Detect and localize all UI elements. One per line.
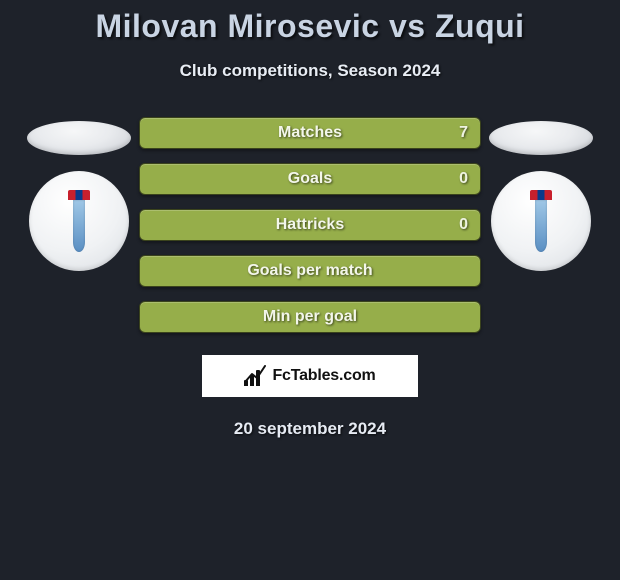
brand-text: FcTables.com — [272, 367, 375, 385]
footer-date: 20 september 2024 — [0, 419, 620, 439]
stat-row-matches: Matches 7 — [139, 117, 481, 149]
stats-column: Matches 7 Goals 0 Hattricks 0 Goals per … — [139, 117, 481, 333]
club-crest-icon — [530, 190, 552, 252]
main-row: Matches 7 Goals 0 Hattricks 0 Goals per … — [0, 117, 620, 333]
stat-label: Goals per match — [247, 262, 372, 280]
page-title: Milovan Mirosevic vs Zuqui — [0, 8, 620, 45]
stat-label: Hattricks — [276, 216, 344, 234]
right-player-column — [481, 117, 601, 271]
stat-label: Min per goal — [263, 308, 357, 326]
player-avatar-placeholder — [27, 121, 131, 155]
stat-row-hattricks: Hattricks 0 — [139, 209, 481, 241]
stat-label: Matches — [278, 124, 342, 142]
stat-right-value: 0 — [459, 216, 468, 234]
page-subtitle: Club competitions, Season 2024 — [0, 61, 620, 81]
stat-row-min-per-goal: Min per goal — [139, 301, 481, 333]
comparison-card: Milovan Mirosevic vs Zuqui Club competit… — [0, 0, 620, 439]
club-badge-right — [491, 171, 591, 271]
stat-row-goals-per-match: Goals per match — [139, 255, 481, 287]
stat-label: Goals — [288, 170, 332, 188]
club-crest-icon — [68, 190, 90, 252]
left-player-column — [19, 117, 139, 271]
brand-link[interactable]: FcTables.com — [202, 355, 418, 397]
stat-right-value: 7 — [459, 124, 468, 142]
club-badge-left — [29, 171, 129, 271]
stat-row-goals: Goals 0 — [139, 163, 481, 195]
stat-right-value: 0 — [459, 170, 468, 188]
player-avatar-placeholder — [489, 121, 593, 155]
bar-chart-icon — [244, 366, 266, 386]
